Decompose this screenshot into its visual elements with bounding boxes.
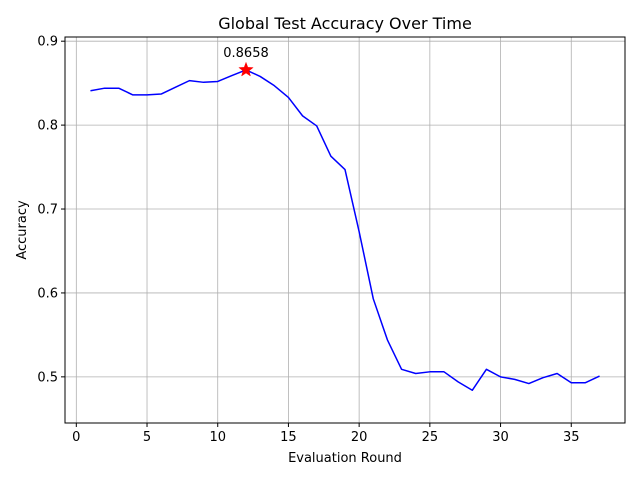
x-tick-label: 35 — [563, 430, 580, 445]
y-tick-label: 0.6 — [37, 286, 58, 301]
tick-layer: 0 5 10 15 20 25 30 35 0.5 0.6 0.7 0.8 0.9 — [37, 35, 579, 445]
plot-frame — [64, 36, 626, 424]
x-tick-label: 25 — [422, 430, 439, 445]
y-tick-label: 0.7 — [37, 203, 58, 218]
y-axis-label: Accuracy — [15, 200, 30, 260]
max-value-annotation: 0.8658 — [223, 46, 269, 61]
series-line — [90, 69, 600, 392]
x-tick-label: 0 — [72, 430, 80, 445]
y-tick-label: 0.5 — [37, 370, 58, 385]
x-tick-label: 10 — [209, 430, 226, 445]
x-tick-label: 30 — [492, 430, 509, 445]
x-axis-label: Evaluation Round — [288, 451, 402, 466]
x-tick-label: 15 — [280, 430, 297, 445]
annotation-layer: 0.8658 — [223, 46, 269, 77]
y-tick-label: 0.9 — [37, 35, 58, 50]
series-layer — [90, 69, 600, 392]
x-tick-label: 20 — [351, 430, 368, 445]
max-star-marker — [238, 61, 254, 77]
x-tick-label: 5 — [143, 430, 151, 445]
y-tick-label: 0.8 — [37, 119, 58, 134]
chart-title: Global Test Accuracy Over Time — [218, 14, 472, 33]
